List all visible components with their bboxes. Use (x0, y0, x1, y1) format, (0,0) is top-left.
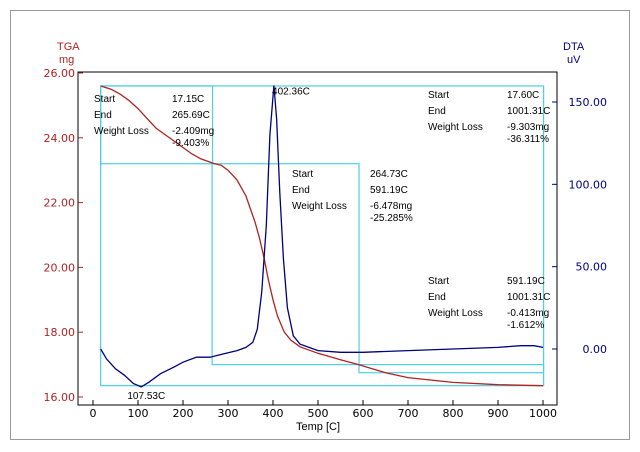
dta-series-line (100, 85, 544, 388)
left-tick-label: 18.00 (44, 326, 76, 339)
x-tick-label: 500 (308, 407, 329, 420)
right-tick-label: 100.00 (569, 178, 608, 191)
left-tick-label: 16.00 (44, 391, 76, 404)
annotation-value: 591.19C (507, 276, 545, 287)
right-axis-unit: uV (567, 54, 581, 66)
step-box-3 (358, 364, 545, 374)
annotation-value: 591.19C (370, 185, 408, 196)
annotation-value: 265.69C (172, 110, 210, 121)
left-axis-title: TGA (57, 41, 80, 53)
annotation-value: -36.311% (507, 134, 549, 145)
annotation-value: -25.285% (370, 213, 413, 224)
annotation-value: -6.478mg (370, 201, 412, 212)
chart-frame (10, 10, 630, 440)
annotation-value: -1.612% (507, 320, 544, 331)
annotation-label: Start (428, 276, 449, 287)
right-tick-label: 150.00 (569, 96, 608, 109)
left-tick-label: 24.00 (44, 132, 76, 145)
annotation-value: -0.413mg (507, 308, 549, 319)
x-tick-label: 700 (398, 407, 419, 420)
tga-series-line (100, 85, 544, 387)
annotation-label: Start (428, 90, 449, 101)
x-tick-label: 300 (218, 407, 239, 420)
annotation-label: Start (292, 169, 313, 180)
annotation-value: 17.15C (172, 94, 204, 105)
step-box-2 (211, 163, 360, 366)
annotation-value: -2.409mg (172, 126, 214, 137)
x-tick-label: 100 (128, 407, 149, 420)
annotation-label: Weight Loss (428, 308, 483, 319)
annotation-label: Start (94, 94, 115, 105)
annotation-label: Weight Loss (94, 126, 149, 137)
annotation-label: End (94, 110, 112, 121)
annotation-value: 1001.31C (507, 106, 550, 117)
x-tick-label: 200 (173, 407, 194, 420)
right-tick-label: 0.00 (583, 343, 608, 356)
annotation-label: End (292, 185, 310, 196)
x-tick-label: 600 (353, 407, 374, 420)
peak-label: 107.53C (127, 391, 165, 402)
annotation-value: -9.403% (172, 138, 209, 149)
left-tick-label: 26.00 (44, 67, 76, 80)
x-tick-label: 400 (263, 407, 284, 420)
annotation-value: 17.60C (507, 90, 539, 101)
left-tick-label: 20.00 (44, 261, 76, 274)
x-axis-title: Temp [C] (296, 421, 340, 433)
annotation-label: Weight Loss (292, 201, 347, 212)
left-axis-unit: mg (59, 54, 74, 66)
x-tick-label: 0 (90, 407, 97, 420)
right-tick-label: 50.00 (576, 261, 608, 274)
left-tick-label: 22.00 (44, 197, 76, 210)
annotation-label: Weight Loss (428, 122, 483, 133)
peak-label: 402.36C (272, 87, 310, 98)
step-box-1 (100, 85, 214, 165)
x-tick-label: 800 (443, 407, 464, 420)
plot-area: 0 100 200 300 400 500 600 700 800 900 1000 16.00 18.… (44, 67, 608, 420)
right-axis-title: DTA (563, 41, 585, 53)
annotation-value: -9.303mg (507, 122, 549, 133)
step-box-0 (100, 85, 545, 387)
annotation-label: End (428, 292, 446, 303)
annotation-value: 1001.31C (507, 292, 550, 303)
annotation-label: End (428, 106, 446, 117)
x-tick-label: 900 (488, 407, 509, 420)
annotation-value: 264.73C (370, 169, 408, 180)
x-tick-label: 1000 (529, 407, 557, 420)
